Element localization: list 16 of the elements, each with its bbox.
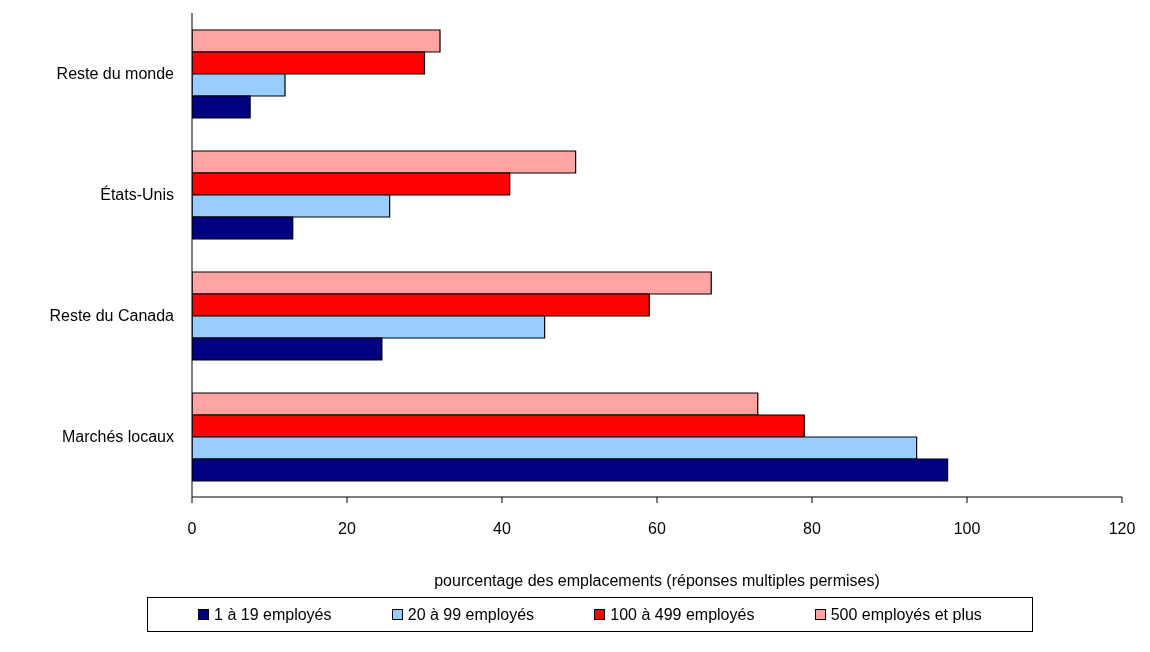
x-tick-label: 0 xyxy=(187,520,197,538)
y-tick-label: États-Unis xyxy=(100,185,174,204)
legend-label: 500 employés et plus xyxy=(830,605,982,624)
x-tick-label: 120 xyxy=(1108,520,1136,538)
y-tick-label: Reste du Canada xyxy=(49,307,175,325)
x-tick-label: 20 xyxy=(338,520,356,538)
x-tick-label: 80 xyxy=(803,520,821,538)
legend-label: 20 à 99 employés xyxy=(407,605,535,624)
x-axis-title: pourcentage des emplacements (réponses multiples permises) xyxy=(434,572,880,589)
legend-label: 100 à 499 employés xyxy=(610,605,755,624)
x-tick-label: 40 xyxy=(493,520,511,538)
x-tick-label: 100 xyxy=(953,520,981,538)
y-tick-label: Reste du monde xyxy=(56,65,175,83)
x-tick-label: 60 xyxy=(648,520,666,538)
legend-label: 1 à 19 employés xyxy=(214,605,332,624)
y-tick-label: Marchés locaux xyxy=(61,428,174,446)
